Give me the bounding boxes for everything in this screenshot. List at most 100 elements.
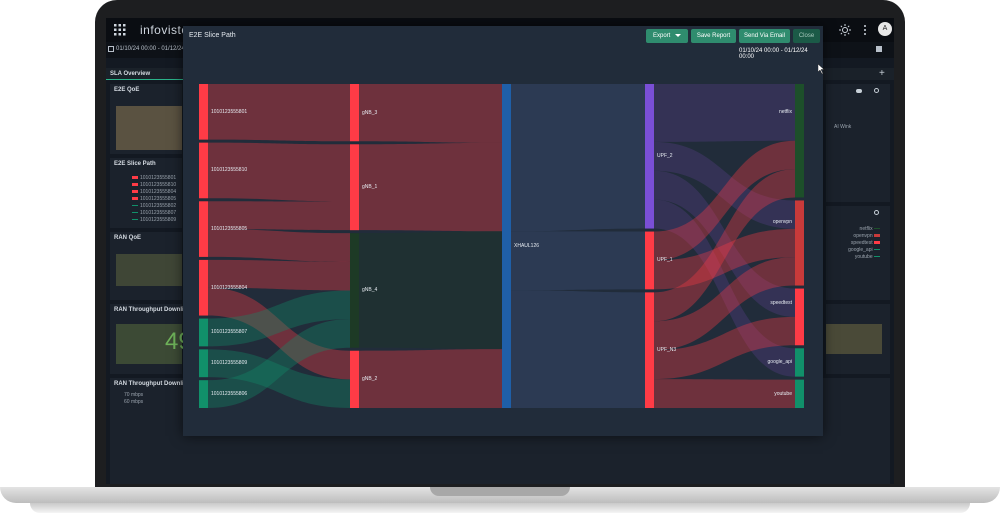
legend-item: 1010123555801 [140, 174, 177, 181]
sankey-nodes [199, 84, 804, 408]
zoom-icon[interactable] [874, 210, 879, 215]
sankey-link-UPF_2-google_api[interactable] [654, 199, 795, 377]
legend-item: netflix [859, 226, 873, 232]
sankey-node-label: 1010123555805 [211, 226, 248, 233]
sankey-link-1010123555801-gNB_3[interactable] [208, 84, 350, 142]
panel-ran-throughput-1: RAN Throughput Downlink 49 [110, 304, 192, 374]
sankey-node-label: netflix [778, 109, 792, 116]
e2e-slice-path-modal: E2E Slice Path Export Save Report Send V… [183, 26, 823, 436]
mouse-cursor-icon [818, 64, 825, 74]
legend-item: google_api [848, 247, 873, 253]
sankey-node-1010123555804[interactable] [199, 259, 208, 316]
sankey-node-UPF_2[interactable] [645, 84, 654, 229]
sankey-node-label: 1010123555807 [211, 329, 248, 336]
sankey-node-1010123555807[interactable] [199, 318, 208, 347]
legend-item: youtube [854, 254, 873, 260]
sankey-link-1010123555804-gNB_4[interactable] [208, 259, 350, 291]
sankey-node-label: UPF_N3 [657, 347, 677, 354]
panel-title: E2E Slice Path [114, 161, 156, 167]
kpi-tile [116, 324, 182, 364]
panel-e2e-slice-path: E2E Slice Path 1010123555801 10101235558… [110, 158, 182, 228]
sankey-link-1010123555810-gNB_1[interactable] [208, 142, 350, 202]
panel-ran-qoe: RAN QoE [110, 232, 182, 300]
sankey-link-1010123555809-gNB_2[interactable] [208, 349, 350, 408]
sankey-link-XHAUL126-UPF_1[interactable] [511, 231, 645, 291]
sankey-link-gNB_3-XHAUL126[interactable] [359, 84, 502, 143]
sankey-node-label: UPF_1 [657, 257, 673, 264]
sankey-link-XHAUL126-UPF_2[interactable] [511, 84, 645, 232]
sankey-link-UPF_N3-speedtest[interactable] [654, 316, 795, 380]
sankey-link-UPF_N3-openvpn[interactable] [654, 257, 795, 351]
sankey-node-gNB_4[interactable] [350, 233, 359, 348]
sankey-link-XHAUL126-UPF_N3[interactable] [511, 290, 645, 408]
calendar-icon[interactable] [108, 46, 114, 52]
date-range-filter[interactable]: 01/10/24 00:00 - 01/12/24 00:00 [116, 46, 202, 52]
sankey-node-netflix[interactable] [795, 84, 804, 198]
sankey-link-1010123555807-gNB_4[interactable] [208, 290, 350, 347]
sankey-node-1010123555809[interactable] [199, 349, 208, 378]
sankey-node-label: 1010123555804 [211, 284, 248, 291]
panel-right-legend: netflix openvpn speedtest google_api you… [826, 206, 890, 300]
tab-underline [106, 79, 186, 80]
sankey-link-UPF_2-speedtest[interactable] [654, 170, 795, 317]
theme-sun-icon[interactable] [839, 23, 851, 36]
sankey-node-label: gNB_3 [362, 109, 378, 116]
sankey-link-UPF_1-openvpn[interactable] [654, 228, 795, 290]
sankey-link-gNB_4-XHAUL126[interactable] [359, 231, 502, 350]
sankey-node-label: gNB_2 [362, 376, 378, 383]
panel-right-top: AI Wink [826, 84, 890, 202]
more-vertical-icon[interactable] [862, 23, 868, 35]
sankey-node-UPF_N3[interactable] [645, 292, 654, 408]
sankey-node-1010123555801[interactable] [199, 84, 208, 140]
sankey-link-UPF_2-netflix[interactable] [654, 84, 795, 142]
sankey-node-label: 1010123555806 [211, 391, 248, 398]
sankey-link-gNB_2-XHAUL126[interactable] [359, 349, 502, 408]
sankey-node-gNB_2[interactable] [350, 350, 359, 408]
add-tab-icon[interactable]: + [879, 68, 885, 79]
sankey-node-UPF_1[interactable] [645, 231, 654, 290]
export-button[interactable]: Export [646, 29, 688, 43]
sankey-link-UPF_N3-youtube[interactable] [654, 379, 795, 408]
sankey-node-youtube[interactable] [795, 379, 804, 408]
sankey-link-1010123555804-gNB_2[interactable] [208, 287, 350, 380]
sankey-node-label: XHAUL126 [514, 243, 540, 249]
qoe-tile [116, 106, 182, 150]
sankey-link-1010123555805-gNB_1[interactable] [208, 201, 350, 231]
eye-icon[interactable] [856, 89, 862, 93]
legend-item: speedtest [850, 240, 873, 246]
sankey-link-UPF_2-openvpn[interactable] [654, 141, 795, 229]
sankey-node-label: openvpn [772, 218, 792, 225]
save-icon[interactable] [876, 46, 882, 52]
legend-item: openvpn [853, 233, 873, 239]
sankey-node-1010123555805[interactable] [199, 201, 208, 257]
sankey-node-gNB_3[interactable] [350, 84, 359, 142]
sankey-link-UPF_N3-netflix[interactable] [654, 169, 795, 322]
sankey-link-UPF_1-netflix[interactable] [654, 140, 795, 261]
sankey-chart [199, 84, 804, 408]
sankey-link-gNB_1-XHAUL126[interactable] [359, 142, 502, 232]
modal-date-range: 01/10/24 00:00 - 01/12/24 00:00 [739, 48, 808, 60]
sankey-node-label: google_api [767, 359, 792, 366]
sankey-node-1010123555810[interactable] [199, 142, 208, 199]
save-report-button[interactable]: Save Report [691, 29, 736, 43]
apps-grid-icon[interactable] [114, 23, 126, 36]
sankey-link-1010123555806-gNB_4[interactable] [208, 319, 350, 408]
sankey-link-1010123555805-gNB_4[interactable] [208, 229, 350, 262]
user-avatar[interactable]: A [878, 22, 892, 36]
sankey-node-gNB_1[interactable] [350, 144, 359, 231]
sankey-node-openvpn[interactable] [795, 200, 804, 286]
export-label: Export [652, 33, 671, 39]
panel-title: RAN Throughput Downlink [114, 307, 191, 313]
send-via-email-button[interactable]: Send Via Email [739, 29, 790, 43]
sankey-node-google_api[interactable] [795, 348, 804, 377]
sankey-node-1010123555806[interactable] [199, 380, 208, 408]
sankey-node-speedtest[interactable] [795, 288, 804, 346]
tab-sla-overview[interactable]: SLA Overview [110, 71, 151, 77]
panel-caption: AI Wink [834, 124, 852, 130]
close-button[interactable]: Close [793, 29, 820, 43]
sankey-node-XHAUL126[interactable] [502, 84, 511, 408]
axis-label: 60 mbps [124, 399, 144, 405]
sankey-node-label: UPF_2 [657, 153, 673, 160]
zoom-icon[interactable] [874, 88, 879, 93]
legend-item: 1010123555807 [140, 209, 177, 216]
